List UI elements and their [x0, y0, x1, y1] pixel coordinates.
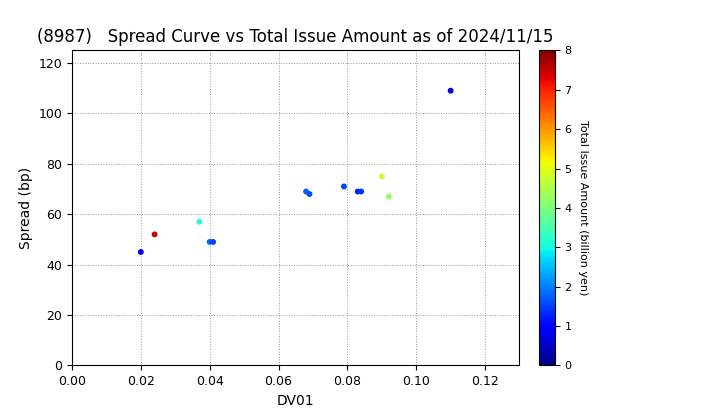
- Point: [304, 191, 315, 197]
- Point: [383, 193, 395, 200]
- Point: [194, 218, 205, 225]
- Point: [352, 188, 364, 195]
- Y-axis label: Total Issue Amount (billion yen): Total Issue Amount (billion yen): [578, 120, 588, 296]
- Title: (8987)   Spread Curve vs Total Issue Amount as of 2024/11/15: (8987) Spread Curve vs Total Issue Amoun…: [37, 28, 554, 46]
- Point: [300, 188, 312, 195]
- Point: [204, 239, 215, 245]
- Point: [207, 239, 219, 245]
- Point: [376, 173, 387, 180]
- X-axis label: DV01: DV01: [277, 394, 315, 408]
- Point: [149, 231, 161, 238]
- Point: [135, 249, 147, 255]
- Point: [445, 87, 456, 94]
- Y-axis label: Spread (bp): Spread (bp): [19, 167, 33, 249]
- Point: [356, 188, 367, 195]
- Point: [338, 183, 350, 190]
